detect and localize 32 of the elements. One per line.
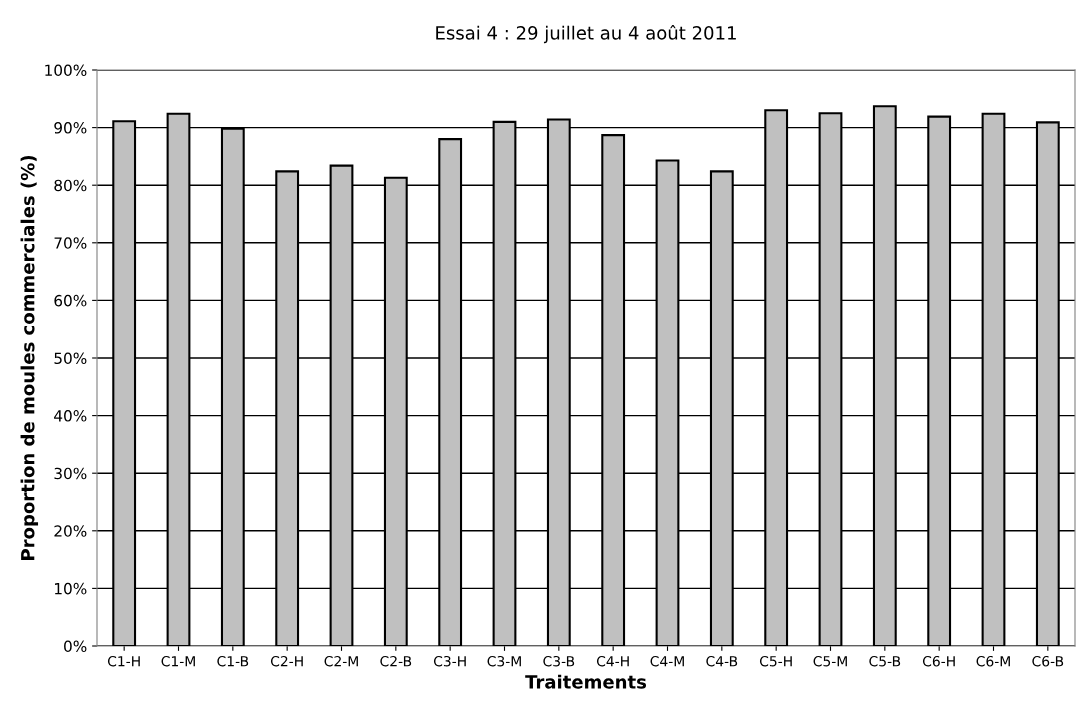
x-tick-label: C1-B (217, 655, 249, 667)
x-tick-label: C2-B (380, 655, 412, 667)
y-tick-label: 100% (45, 64, 87, 77)
y-tick-label: 20% (54, 525, 87, 537)
x-tick-label: C2-H (270, 655, 303, 667)
y-tick-label: 60% (54, 294, 87, 307)
y-tick-label: 70% (54, 237, 87, 249)
x-tick-label: C2-M (324, 655, 358, 667)
x-tick-label: C4-M (650, 655, 684, 667)
chart-title: Essai 4 : 29 juillet au 4 août 2011 (436, 25, 736, 44)
y-tick-label: 50% (54, 352, 87, 365)
y-tick-label: 80% (54, 179, 87, 192)
x-tick-label: C4-H (596, 655, 629, 667)
y-tick-label: 10% (55, 582, 87, 595)
x-tick-label: C5-B (869, 655, 901, 667)
y-tick-label: 90% (54, 122, 87, 134)
x-tick-label: C3-H (433, 655, 466, 667)
y-axis-title: Proportion de moules commerciales (%) (20, 155, 39, 560)
y-tick-label: 30% (54, 467, 87, 480)
x-tick-label: C1-H (107, 655, 140, 667)
x-tick-label: C5-M (813, 655, 847, 667)
x-tick-label: C1-M (161, 655, 195, 667)
x-tick-label: C6-H (922, 655, 955, 667)
x-tick-label: C3-M (487, 655, 521, 667)
x-axis-title: Traitements (525, 674, 647, 689)
x-tick-label: C5-H (759, 655, 792, 667)
y-tick-label: 40% (54, 410, 87, 422)
x-tick-label: C4-B (706, 655, 738, 667)
x-tick-label: C3-B (543, 655, 575, 667)
x-tick-label: C6-M (976, 655, 1010, 667)
x-tick-label: C6-B (1032, 655, 1064, 667)
y-tick-label: 0% (64, 640, 87, 653)
